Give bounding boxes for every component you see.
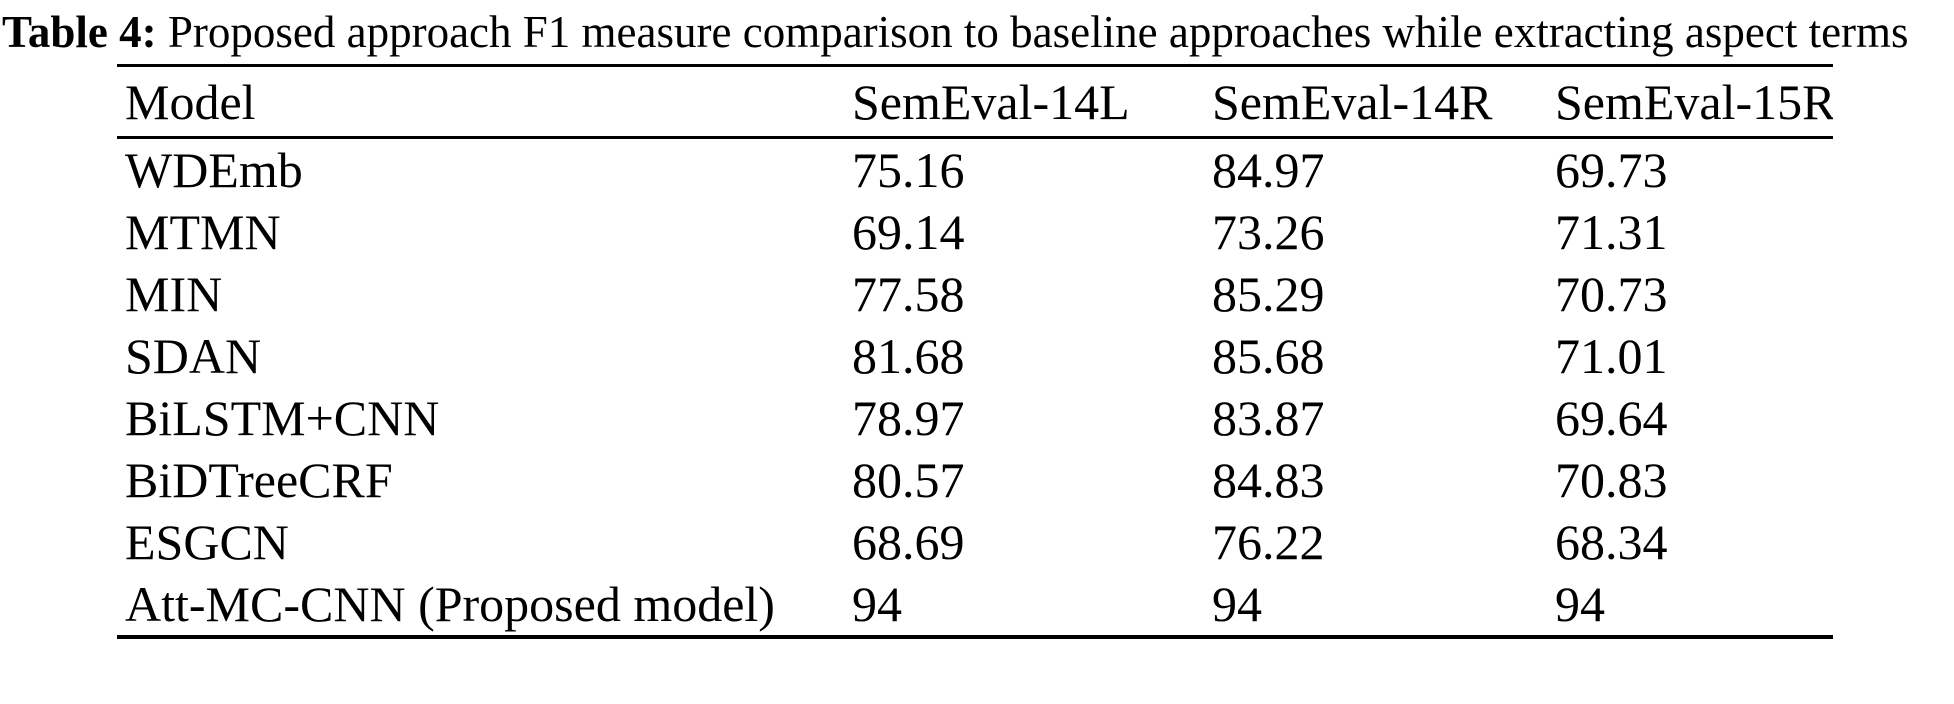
value-cell: 76.22 bbox=[1212, 514, 1325, 570]
model-cell: ESGCN bbox=[125, 514, 289, 570]
value-cell: 71.31 bbox=[1555, 204, 1668, 260]
model-cell: SDAN bbox=[125, 328, 262, 384]
value-cell: 94 bbox=[852, 576, 902, 632]
model-cell: MIN bbox=[125, 266, 223, 322]
model-cell: Att-MC-CNN (Proposed model) bbox=[125, 576, 775, 632]
value-cell: 81.68 bbox=[852, 328, 965, 384]
value-cell: 85.68 bbox=[1212, 328, 1325, 384]
col-header-semeval-15r: SemEval-15R bbox=[1547, 65, 1833, 139]
value-cell: 68.69 bbox=[852, 514, 965, 570]
value-cell: 78.97 bbox=[852, 390, 965, 446]
value-cell: 84.83 bbox=[1212, 452, 1325, 508]
table-caption: Table 4: Proposed approach F1 measure co… bbox=[2, 4, 1952, 60]
value-cell: 77.58 bbox=[852, 266, 965, 322]
table-row: MIN 77.58 85.29 70.73 bbox=[117, 263, 1833, 325]
header-row: Model SemEval-14L SemEval-14R SemEval-15… bbox=[117, 65, 1833, 139]
value-cell: 94 bbox=[1212, 576, 1262, 632]
value-cell: 68.34 bbox=[1555, 514, 1668, 570]
col-header-semeval-14l: SemEval-14L bbox=[844, 65, 1204, 139]
caption-label: Table 4: bbox=[2, 7, 157, 57]
model-cell: BiDTreeCRF bbox=[125, 452, 393, 508]
value-cell: 75.16 bbox=[852, 142, 965, 198]
value-cell: 85.29 bbox=[1212, 266, 1325, 322]
table-body: WDEmb 75.16 84.97 69.73 MTMN 69.14 73.26… bbox=[117, 138, 1833, 638]
value-cell: 70.83 bbox=[1555, 452, 1668, 508]
col-header-model: Model bbox=[117, 65, 844, 139]
col-header-semeval-14r: SemEval-14R bbox=[1204, 65, 1547, 139]
table-row-proposed-model: Att-MC-CNN (Proposed model) 94 94 94 bbox=[117, 573, 1833, 637]
model-cell: WDEmb bbox=[125, 142, 303, 198]
results-table: Model SemEval-14L SemEval-14R SemEval-15… bbox=[117, 64, 1833, 639]
value-cell: 94 bbox=[1555, 576, 1605, 632]
value-cell: 73.26 bbox=[1212, 204, 1325, 260]
model-cell: MTMN bbox=[125, 204, 281, 260]
value-cell: 71.01 bbox=[1555, 328, 1668, 384]
value-cell: 84.97 bbox=[1212, 142, 1325, 198]
value-cell: 69.73 bbox=[1555, 142, 1668, 198]
table-row: BiDTreeCRF 80.57 84.83 70.83 bbox=[117, 449, 1833, 511]
table-row: ESGCN 68.69 76.22 68.34 bbox=[117, 511, 1833, 573]
table-row: WDEmb 75.16 84.97 69.73 bbox=[117, 138, 1833, 202]
caption-text: Proposed approach F1 measure comparison … bbox=[167, 7, 1909, 57]
table-row: MTMN 69.14 73.26 71.31 bbox=[117, 201, 1833, 263]
value-cell: 69.14 bbox=[852, 204, 965, 260]
table-header: Model SemEval-14L SemEval-14R SemEval-15… bbox=[117, 65, 1833, 139]
value-cell: 69.64 bbox=[1555, 390, 1668, 446]
table-row: BiLSTM+CNN 78.97 83.87 69.64 bbox=[117, 387, 1833, 449]
model-cell: BiLSTM+CNN bbox=[125, 390, 440, 446]
value-cell: 70.73 bbox=[1555, 266, 1668, 322]
value-cell: 80.57 bbox=[852, 452, 965, 508]
value-cell: 83.87 bbox=[1212, 390, 1325, 446]
table-row: SDAN 81.68 85.68 71.01 bbox=[117, 325, 1833, 387]
